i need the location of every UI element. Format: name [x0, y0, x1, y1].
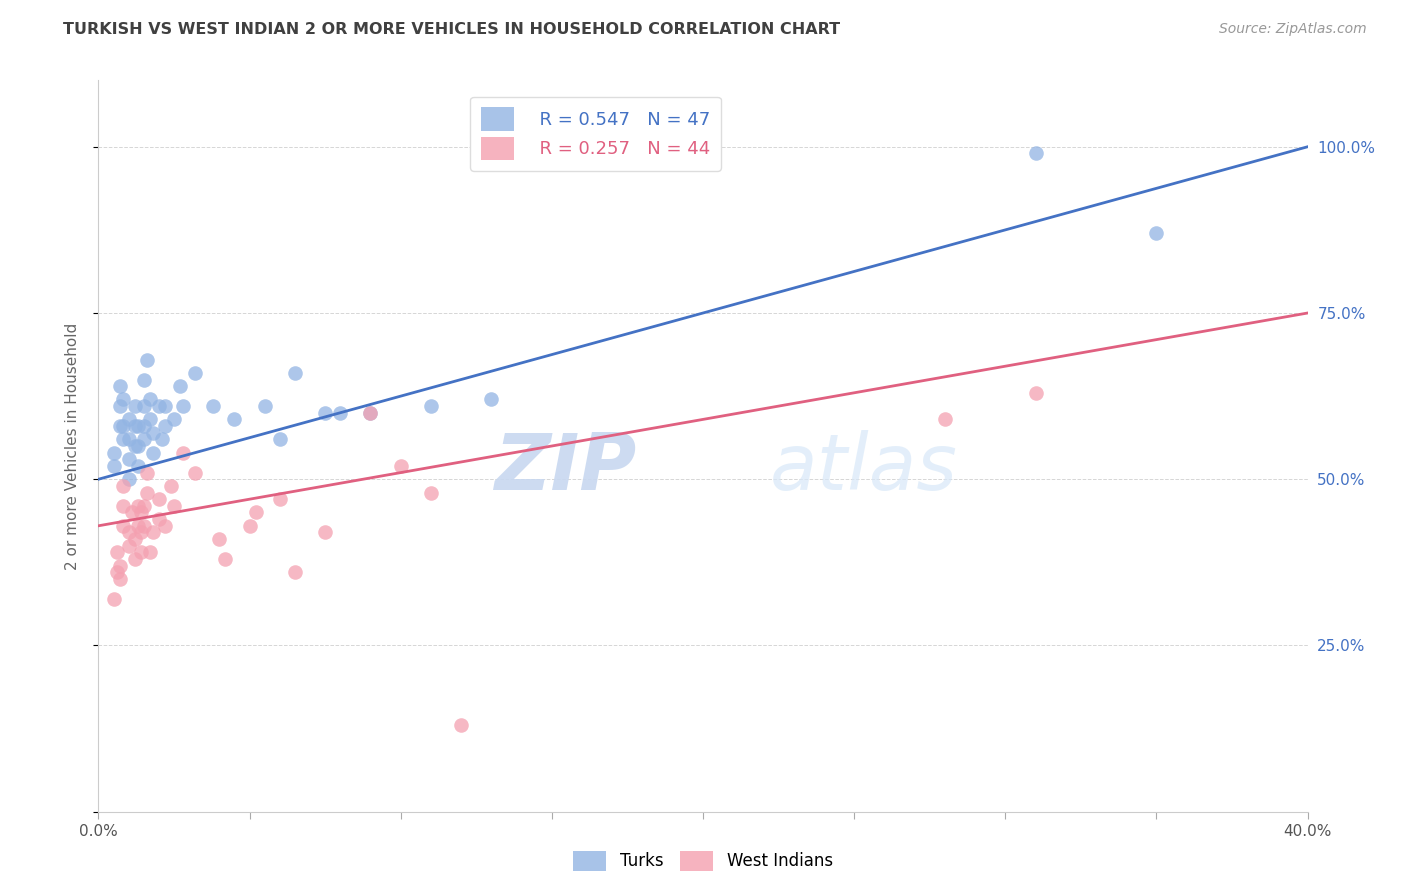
Point	[132, 433, 155, 447]
Point	[105, 545, 128, 559]
Point	[111, 479, 134, 493]
Point	[172, 445, 194, 459]
Point	[108, 379, 131, 393]
Point	[163, 499, 186, 513]
Point	[284, 366, 307, 380]
Point	[111, 392, 134, 407]
Point	[481, 392, 503, 407]
Point	[389, 458, 412, 473]
Point	[132, 399, 155, 413]
Point	[163, 412, 186, 426]
Point	[111, 419, 134, 434]
Point	[142, 425, 165, 440]
Point	[118, 433, 141, 447]
Point	[139, 412, 162, 426]
Text: Source: ZipAtlas.com: Source: ZipAtlas.com	[1219, 22, 1367, 37]
Point	[118, 472, 141, 486]
Point	[127, 458, 149, 473]
Point	[124, 552, 146, 566]
Point	[224, 412, 246, 426]
Point	[118, 525, 141, 540]
Legend:   R = 0.547   N = 47,   R = 0.257   N = 44: R = 0.547 N = 47, R = 0.257 N = 44	[470, 96, 721, 171]
Point	[1144, 226, 1167, 240]
Point	[124, 399, 146, 413]
Point	[111, 499, 134, 513]
Point	[108, 419, 131, 434]
Point	[118, 539, 141, 553]
Point	[118, 452, 141, 467]
Point	[420, 485, 443, 500]
Point	[124, 419, 146, 434]
Point	[208, 532, 231, 546]
Point	[184, 466, 207, 480]
Point	[127, 439, 149, 453]
Point	[124, 532, 146, 546]
Text: atlas: atlas	[769, 430, 957, 506]
Point	[150, 433, 173, 447]
Point	[127, 518, 149, 533]
Point	[1024, 385, 1046, 400]
Point	[269, 492, 291, 507]
Point	[103, 458, 125, 473]
Point	[132, 499, 155, 513]
Point	[360, 406, 382, 420]
Point	[450, 718, 472, 732]
Point	[934, 412, 956, 426]
Point	[314, 406, 336, 420]
Point	[129, 525, 152, 540]
Point	[132, 419, 155, 434]
Point	[118, 412, 141, 426]
Point	[127, 419, 149, 434]
Point	[111, 518, 134, 533]
Point	[1024, 146, 1046, 161]
Point	[148, 492, 170, 507]
Point	[153, 518, 176, 533]
Point	[360, 406, 382, 420]
Point	[153, 419, 176, 434]
Point	[153, 399, 176, 413]
Point	[132, 518, 155, 533]
Point	[172, 399, 194, 413]
Point	[253, 399, 276, 413]
Point	[239, 518, 262, 533]
Legend: Turks, West Indians: Turks, West Indians	[565, 842, 841, 880]
Point	[142, 445, 165, 459]
Point	[108, 399, 131, 413]
Point	[148, 399, 170, 413]
Point	[103, 591, 125, 606]
Point	[111, 433, 134, 447]
Point	[132, 372, 155, 386]
Point	[160, 479, 183, 493]
Point	[139, 545, 162, 559]
Point	[269, 433, 291, 447]
Point	[214, 552, 236, 566]
Point	[103, 445, 125, 459]
Y-axis label: 2 or more Vehicles in Household: 2 or more Vehicles in Household	[65, 322, 80, 570]
Point	[135, 352, 157, 367]
Point	[314, 525, 336, 540]
Point	[202, 399, 225, 413]
Text: ZIP: ZIP	[495, 430, 637, 506]
Point	[169, 379, 191, 393]
Point	[245, 506, 267, 520]
Point	[284, 566, 307, 580]
Point	[127, 499, 149, 513]
Point	[135, 485, 157, 500]
Point	[129, 506, 152, 520]
Point	[121, 506, 143, 520]
Point	[108, 572, 131, 586]
Point	[148, 512, 170, 526]
Point	[129, 545, 152, 559]
Point	[420, 399, 443, 413]
Point	[135, 466, 157, 480]
Point	[108, 558, 131, 573]
Point	[124, 439, 146, 453]
Point	[329, 406, 352, 420]
Point	[142, 525, 165, 540]
Point	[139, 392, 162, 407]
Text: TURKISH VS WEST INDIAN 2 OR MORE VEHICLES IN HOUSEHOLD CORRELATION CHART: TURKISH VS WEST INDIAN 2 OR MORE VEHICLE…	[63, 22, 841, 37]
Point	[184, 366, 207, 380]
Point	[105, 566, 128, 580]
